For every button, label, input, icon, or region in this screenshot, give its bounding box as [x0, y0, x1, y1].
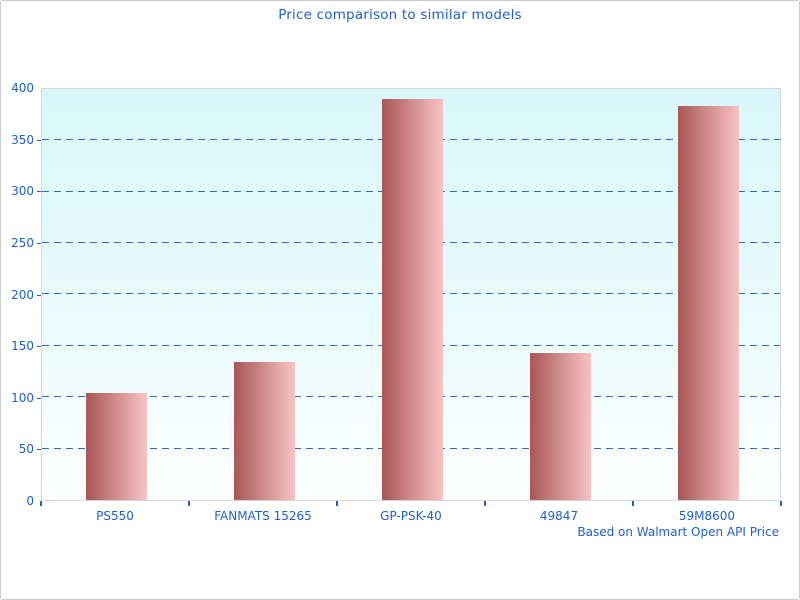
y-tick-mark-50	[37, 449, 41, 450]
x-tick-label-fanmats-15265: FANMATS 15265	[214, 509, 312, 523]
x-tick-mark-2	[336, 501, 338, 506]
y-tick-mark-350	[37, 140, 41, 141]
x-tick-label-49847: 49847	[539, 509, 579, 523]
x-tick-mark-4	[632, 501, 634, 506]
y-tick-label-0: 0	[26, 494, 34, 508]
y-tick-label-300: 300	[11, 184, 34, 198]
chart-footnote: Based on Walmart Open API Price	[577, 525, 779, 539]
chart-title: Price comparison to similar models	[278, 7, 522, 23]
y-tick-label-50: 50	[18, 442, 34, 456]
y-tick-label-100: 100	[11, 391, 34, 405]
x-tick-label-ps550: PS550	[96, 509, 134, 523]
bar-49847	[530, 353, 591, 500]
x-tick-label-59m8600: 59M8600	[678, 509, 736, 523]
bar-fanmats-15265	[234, 362, 295, 500]
y-tick-mark-200	[37, 295, 41, 296]
x-tick-label-gp-psk-40: GP-PSK-40	[380, 509, 442, 523]
x-tick-mark-5	[780, 501, 782, 506]
bar-59m8600	[678, 106, 739, 500]
x-tick-mark-0	[40, 501, 42, 506]
x-tick-mark-1	[188, 501, 190, 506]
y-tick-mark-100	[37, 398, 41, 399]
plot-area	[41, 88, 781, 501]
y-tick-label-200: 200	[11, 288, 34, 302]
y-tick-mark-150	[37, 346, 41, 347]
y-tick-mark-250	[37, 243, 41, 244]
y-tick-label-150: 150	[11, 339, 34, 353]
y-tick-label-350: 350	[11, 133, 34, 147]
bar-ps550	[86, 393, 147, 500]
x-tick-mark-3	[484, 501, 486, 506]
y-tick-label-250: 250	[11, 236, 34, 250]
bar-gp-psk-40	[382, 99, 443, 500]
y-tick-mark-300	[37, 191, 41, 192]
y-tick-label-400: 400	[11, 81, 34, 95]
